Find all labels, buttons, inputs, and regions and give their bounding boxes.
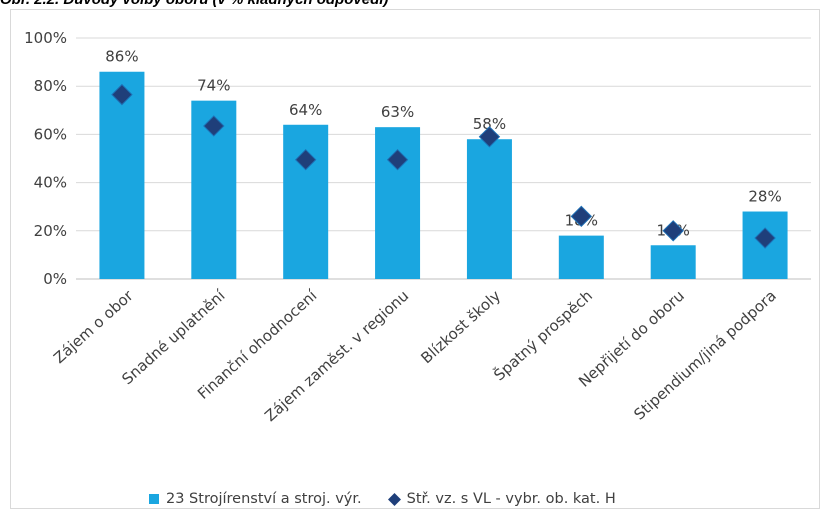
bar-chart: 0%20%40%60%80%100%86%Zájem o obor74%Snad… <box>24 29 811 425</box>
diamond-marker <box>294 148 317 171</box>
y-tick-label: 80% <box>34 77 67 95</box>
x-category-label: Špatný prospěch <box>490 286 596 385</box>
y-tick-label: 20% <box>34 222 67 240</box>
y-tick-label: 0% <box>43 270 67 288</box>
data-label: 28% <box>748 188 781 206</box>
y-tick-label: 40% <box>34 174 67 192</box>
diamond-marker <box>754 227 776 249</box>
diamond-marker <box>111 83 133 106</box>
diamond-marker <box>662 220 684 242</box>
y-tick-label: 100% <box>24 29 67 47</box>
bar <box>558 235 604 279</box>
bar <box>466 139 512 279</box>
legend-item-markers: Stř. vz. s VL - vybr. ob. kat. H <box>387 491 616 507</box>
legend-bar-label: 23 Strojírenství a stroj. výr. <box>166 491 362 507</box>
chart-legend: 23 Strojírenství a stroj. výr. Stř. vz. … <box>149 491 644 507</box>
data-label: 74% <box>197 77 230 95</box>
legend-diamond-swatch <box>387 492 401 506</box>
diamond-marker <box>478 126 501 148</box>
bar <box>283 124 329 279</box>
bar <box>650 245 696 279</box>
legend-bar-swatch <box>149 494 159 504</box>
x-category-label: Blízkost školy <box>417 287 504 368</box>
x-category-label: Zájem o obor <box>50 286 137 367</box>
data-label: 63% <box>381 103 414 121</box>
data-label: 58% <box>473 115 506 133</box>
chart-frame: 0% 20% 40% 60% 80% 100% 86% Zájem o obor 74% Snad… <box>10 9 820 509</box>
bar <box>99 71 145 279</box>
data-label: 86% <box>105 48 138 66</box>
diamond-marker <box>203 115 225 137</box>
y-tick-label: 60% <box>34 125 67 143</box>
legend-marker-label: Stř. vz. s VL - vybr. ob. kat. H <box>406 491 616 507</box>
legend-item-bars: 23 Strojírenství a stroj. výr. <box>149 491 362 507</box>
diamond-marker <box>570 205 593 228</box>
figure-caption: Obr. 2.2. Důvody volby oboru (v % kladný… <box>0 0 388 8</box>
data-label: 64% <box>289 101 322 119</box>
diamond-marker <box>386 148 409 171</box>
